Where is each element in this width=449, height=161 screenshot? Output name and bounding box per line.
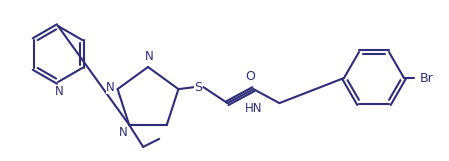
Text: Br: Br [420, 71, 434, 85]
Text: S: S [194, 81, 202, 94]
Text: N: N [106, 81, 114, 94]
Text: HN: HN [245, 102, 262, 115]
Text: O: O [245, 70, 255, 83]
Text: N: N [119, 126, 127, 139]
Text: N: N [145, 50, 154, 63]
Text: N: N [55, 85, 63, 98]
